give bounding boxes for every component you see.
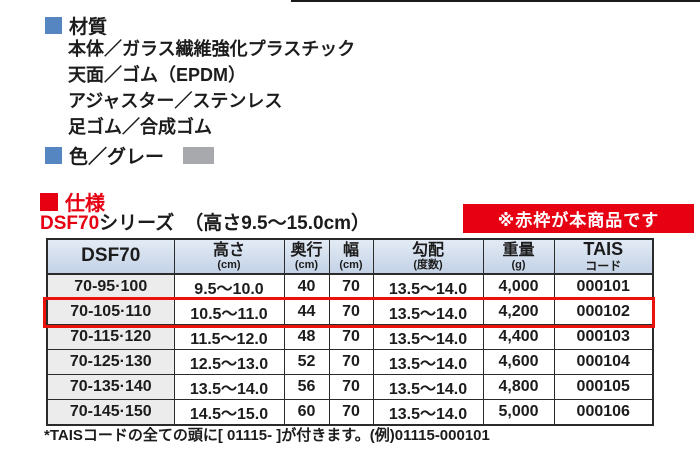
value-cell: 13.5～14.0 — [372, 273, 484, 300]
value-cell: 5,000 — [482, 399, 555, 426]
table-row: 70-145·150 14.5～15.0 60 70 13.5～14.0 5,000 000… — [46, 399, 654, 426]
table-row: 70-125·130 12.5～13.0 52 70 13.5～14.0 4,600 000… — [46, 349, 654, 375]
value-cell: 70 — [328, 374, 374, 400]
value-cell: 60 — [283, 399, 330, 426]
material-item-adjuster: アジャスター／ステンレス — [68, 91, 283, 111]
material-item-foot: 足ゴム／合成ゴム — [68, 117, 212, 137]
model-cell: 70-125·130 — [46, 349, 175, 375]
table-header-row: DSF70 高さ (cm) 奥行 (cm) 幅 (cm) 勾配 (度数) 重量 (g) T… — [46, 238, 654, 275]
value-cell: 000105 — [553, 374, 654, 400]
value-cell: 000103 — [553, 324, 654, 350]
series-name: DSF70 — [40, 213, 100, 234]
spec-table-body: 70-95·100 9.5～10.0 40 70 13.5～14.0 4,000 00010… — [46, 273, 654, 426]
table-row: 70-115·120 11.5～12.0 48 70 13.5～14.0 4,400 000… — [46, 324, 654, 350]
model-cell: 70-115·120 — [46, 324, 175, 350]
model-cell: 70-95·100 — [46, 273, 175, 300]
value-cell: 4,600 — [482, 349, 555, 375]
value-cell: 4,800 — [482, 374, 555, 400]
material-item-top: 天面／ゴム（EPDM） — [68, 65, 247, 85]
value-cell: 13.5～14.0 — [372, 349, 484, 375]
blue-square-bullet-icon — [45, 147, 62, 164]
value-cell: 40 — [283, 273, 330, 300]
tais-code-note: *TAISコードの全ての頭に[ 01115- ]が付きます。(例)01115-0… — [44, 427, 490, 444]
page-crop-line — [291, 0, 700, 2]
color-label: 色／グレー — [69, 147, 165, 168]
table-row: 70-105·110 10.5～11.0 44 70 13.5～14.0 4,200 000… — [46, 299, 654, 325]
series-line: DSF70シリーズ （高さ9.5～15.0cm） — [40, 208, 370, 235]
value-cell: 9.5～10.0 — [173, 273, 285, 300]
value-cell: 13.5～14.0 — [173, 374, 285, 400]
column-header-slope: 勾配 (度数) — [372, 238, 484, 275]
series-height-range: （高さ9.5～15.0cm） — [184, 213, 371, 234]
model-cell: 70-135·140 — [46, 374, 175, 400]
value-cell: 4,000 — [482, 273, 555, 300]
value-cell: 12.5～13.0 — [173, 349, 285, 375]
value-cell: 70 — [328, 273, 374, 300]
value-cell: 13.5～14.0 — [372, 399, 484, 426]
column-header-depth: 奥行 (cm) — [283, 238, 330, 275]
value-cell: 13.5～14.0 — [372, 374, 484, 400]
spec-table: DSF70 高さ (cm) 奥行 (cm) 幅 (cm) 勾配 (度数) 重量 (g) T… — [46, 238, 654, 426]
color-section: 色／グレー — [45, 142, 215, 169]
materials-list: 本体／ガラス繊維強化プラスチック 天面／ゴム（EPDM） アジャスター／ステンレ… — [68, 36, 355, 140]
value-cell: 000104 — [553, 349, 654, 375]
value-cell: 52 — [283, 349, 330, 375]
value-cell: 48 — [283, 324, 330, 350]
value-cell: 70 — [328, 399, 374, 426]
value-cell: 44 — [283, 299, 330, 325]
value-cell: 000102 — [553, 299, 654, 325]
spec-table-wrap: DSF70 高さ (cm) 奥行 (cm) 幅 (cm) 勾配 (度数) 重量 (g) T… — [43, 238, 655, 426]
value-cell: 4,400 — [482, 324, 555, 350]
spec-section-header: 仕様 — [40, 187, 105, 216]
value-cell: 56 — [283, 374, 330, 400]
column-header-model: DSF70 — [46, 238, 175, 275]
value-cell: 70 — [328, 349, 374, 375]
column-header-weight: 重量 (g) — [482, 238, 555, 275]
value-cell: 13.5～14.0 — [372, 324, 484, 350]
value-cell: 10.5～11.0 — [173, 299, 285, 325]
value-cell: 70 — [328, 299, 374, 325]
highlight-note-badge: ※赤枠が本商品です — [463, 204, 694, 233]
gray-color-swatch — [183, 147, 215, 164]
value-cell: 70 — [328, 324, 374, 350]
red-square-bullet-icon — [40, 192, 58, 211]
model-cell: 70-105·110 — [46, 299, 175, 325]
column-header-tais: TAIS コード — [553, 238, 654, 275]
material-item-body: 本体／ガラス繊維強化プラスチック — [68, 39, 356, 59]
column-header-height: 高さ (cm) — [173, 238, 285, 275]
model-cell: 70-145·150 — [46, 399, 175, 426]
value-cell: 000106 — [553, 399, 654, 426]
value-cell: 11.5～12.0 — [173, 324, 285, 350]
blue-square-bullet-icon — [45, 17, 62, 34]
materials-title: 材質 — [69, 17, 108, 38]
value-cell: 14.5～15.0 — [173, 399, 285, 426]
value-cell: 4,200 — [482, 299, 555, 325]
value-cell: 13.5～14.0 — [372, 299, 484, 325]
value-cell: 000101 — [553, 273, 654, 300]
table-row: 70-135·140 13.5～14.0 56 70 13.5～14.0 4,800 000… — [46, 374, 654, 400]
spec-title: 仕様 — [65, 193, 105, 215]
column-header-width: 幅 (cm) — [328, 238, 374, 275]
series-suffix: シリーズ — [99, 213, 175, 234]
table-row: 70-95·100 9.5～10.0 40 70 13.5～14.0 4,000 00010… — [46, 273, 654, 300]
materials-section-header: 材質 — [45, 12, 107, 39]
